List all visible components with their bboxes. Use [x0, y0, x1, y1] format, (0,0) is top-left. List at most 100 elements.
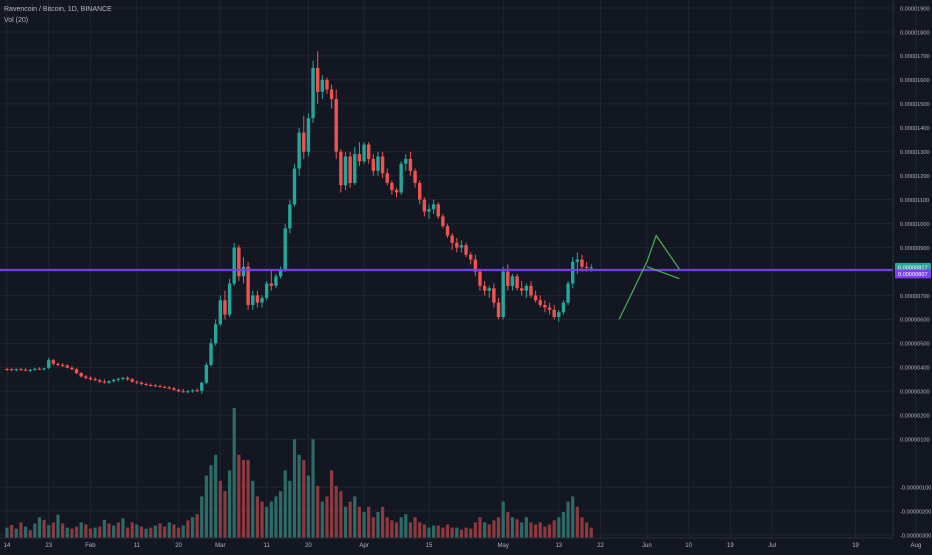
volume-bar — [371, 517, 375, 538]
price-tick-label: 0.00001000 — [900, 222, 930, 228]
candle-body — [584, 266, 589, 268]
candle-body — [74, 369, 79, 374]
candle-body — [524, 285, 529, 291]
volume-bar — [232, 408, 236, 538]
candle-body — [144, 384, 148, 386]
time-tick-label: 19 — [727, 543, 734, 549]
volume-bar — [79, 522, 83, 538]
candle-body — [139, 382, 144, 385]
candle-body — [473, 259, 478, 272]
candle-body — [204, 364, 209, 383]
candle-body — [566, 283, 570, 303]
volume-bar — [325, 496, 329, 538]
candle-body — [385, 173, 389, 183]
price-tick-label: 0.00000300 — [900, 390, 930, 396]
candle-body — [79, 373, 83, 377]
price-tick-label: 0.00001700 — [900, 54, 930, 60]
flag-upper-line — [646, 234, 680, 270]
volume-bar — [251, 480, 255, 538]
price-axis[interactable]: 0.00001900 0.00001800 0.00001700 0.00001600… — [892, 0, 931, 539]
price-tick-label: 0.00000200 — [900, 414, 930, 420]
candle-body — [413, 170, 417, 183]
volume-bar — [288, 480, 292, 538]
volume-bar — [292, 439, 297, 538]
volume-bar — [125, 527, 130, 538]
candle-body — [176, 389, 181, 392]
price-tick-label: 0.00001200 — [900, 174, 930, 180]
volume-bar — [496, 517, 501, 538]
volume-bar — [589, 527, 593, 538]
volume-bar — [575, 506, 579, 538]
candle-body — [390, 182, 394, 191]
volume-bar — [51, 522, 55, 538]
candle-body — [529, 285, 533, 296]
candle-body — [241, 266, 246, 277]
price-tick-label: 0.00001900 — [900, 6, 930, 12]
line-price-tag — [895, 269, 931, 279]
candle-body — [297, 132, 301, 169]
volume-bar — [316, 486, 320, 538]
candle-body — [459, 245, 464, 248]
candle-body — [306, 118, 311, 152]
volume-bar — [585, 522, 589, 538]
candle-body — [60, 364, 65, 366]
candle-body — [213, 324, 218, 344]
time-axis[interactable]: 14 23 Feb 11 20 Mar 11 20 Apr 15 May 13 22 Jun 10 19 Jul… — [0, 537, 922, 549]
time-tick-label: 23 — [45, 543, 52, 549]
volume-bar — [404, 514, 408, 538]
time-tick-label: Aug — [911, 543, 922, 549]
volume-bar — [418, 522, 422, 538]
volume-bar — [37, 517, 42, 538]
candle-body — [288, 204, 292, 229]
candle-body — [538, 300, 542, 306]
candle-body — [181, 391, 185, 393]
volume-bar — [339, 491, 343, 538]
volume-bar — [33, 523, 37, 538]
candle-body — [376, 156, 380, 171]
candle-body — [125, 377, 130, 380]
candle-body — [19, 369, 23, 371]
volume-bar — [469, 528, 473, 538]
candle-body — [404, 158, 408, 164]
candle-body — [422, 199, 427, 212]
volume-bar — [130, 522, 134, 538]
volume-bar — [190, 517, 195, 538]
flag-pattern[interactable] — [618, 234, 680, 320]
candle-body — [320, 79, 325, 92]
candle-body — [357, 154, 362, 162]
volume-bar — [487, 524, 491, 538]
candle-body — [417, 182, 422, 200]
volume-bar — [214, 454, 218, 538]
price-tick-label: 0.00000500 — [900, 342, 930, 348]
volume-bar — [399, 517, 403, 538]
symbol-title[interactable]: Ravencoin / Bitcoin, 1D, BINANCE — [4, 6, 112, 13]
candle-body — [343, 156, 348, 186]
volume-indicator-label[interactable]: Vol (20) — [4, 17, 29, 24]
volume-bar — [227, 470, 232, 538]
candle-body — [237, 247, 241, 277]
candle-body — [445, 225, 450, 236]
price-tick-label: 0.00000900 — [900, 246, 930, 252]
candle-body — [520, 288, 524, 291]
time-tick-label: Jul — [768, 543, 776, 549]
candle-body — [116, 378, 120, 380]
time-tick-label: 20 — [175, 543, 182, 549]
volume-bar — [181, 525, 185, 538]
volume-bar — [176, 527, 181, 538]
price-tick-label: 0.00001800 — [900, 30, 930, 36]
volume-bar — [19, 522, 23, 538]
candle-body — [246, 266, 250, 306]
candle-body — [251, 295, 255, 306]
time-tick-label: Apr — [359, 543, 368, 549]
volume-bar — [464, 527, 468, 538]
candle-body — [190, 390, 195, 392]
candle-body — [274, 276, 278, 286]
time-tick-label: 22 — [597, 543, 604, 549]
candle-body — [492, 288, 496, 303]
candle-body — [264, 283, 269, 298]
candle-body — [547, 307, 552, 310]
candle-body — [496, 302, 501, 318]
